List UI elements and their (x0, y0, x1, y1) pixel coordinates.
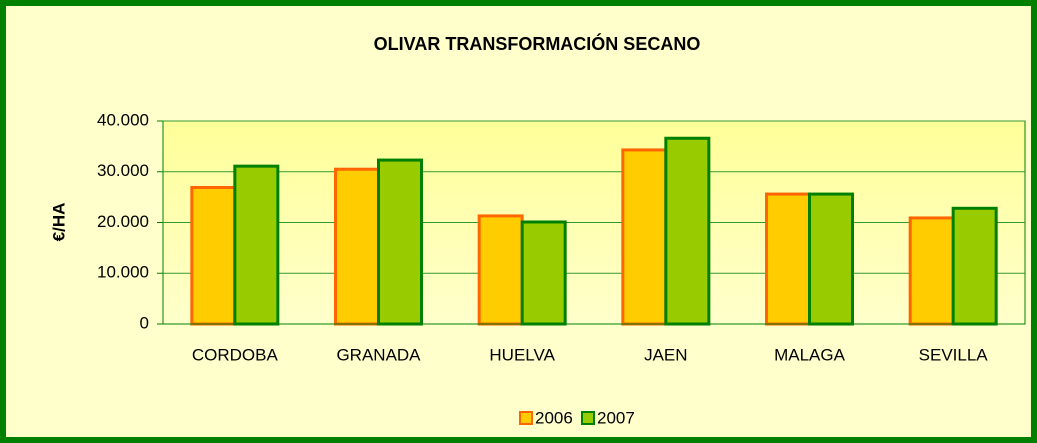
legend-swatch (581, 411, 595, 425)
legend-swatch (519, 411, 533, 425)
y-tick-label: 40.000 (97, 110, 149, 129)
bar (520, 220, 567, 326)
x-tick-label: HUELVA (489, 345, 555, 364)
bar (621, 148, 668, 326)
bar (233, 164, 280, 326)
bar (908, 216, 955, 326)
legend-label: 2007 (597, 408, 635, 427)
bar (664, 136, 711, 326)
legend-label: 2006 (535, 408, 573, 427)
y-tick-label: 30.000 (97, 161, 149, 180)
x-tick-label: SEVILLA (919, 345, 989, 364)
bar (477, 214, 524, 326)
x-tick-label: MALAGA (774, 345, 846, 364)
bar (334, 167, 380, 326)
bar (377, 158, 423, 326)
y-tick-label: 0 (140, 313, 149, 332)
y-axis-label: €/HA (49, 203, 68, 242)
chart-title: OLIVAR TRANSFORMACIÓN SECANO (374, 33, 701, 54)
bar (808, 192, 854, 326)
bar (765, 192, 811, 326)
y-tick-label: 20.000 (97, 212, 149, 231)
bar (951, 206, 998, 326)
x-tick-label: CORDOBA (192, 345, 279, 364)
bar (190, 185, 237, 326)
x-tick-label: GRANADA (336, 345, 421, 364)
x-tick-label: JAEN (644, 345, 687, 364)
y-tick-label: 10.000 (97, 263, 149, 282)
